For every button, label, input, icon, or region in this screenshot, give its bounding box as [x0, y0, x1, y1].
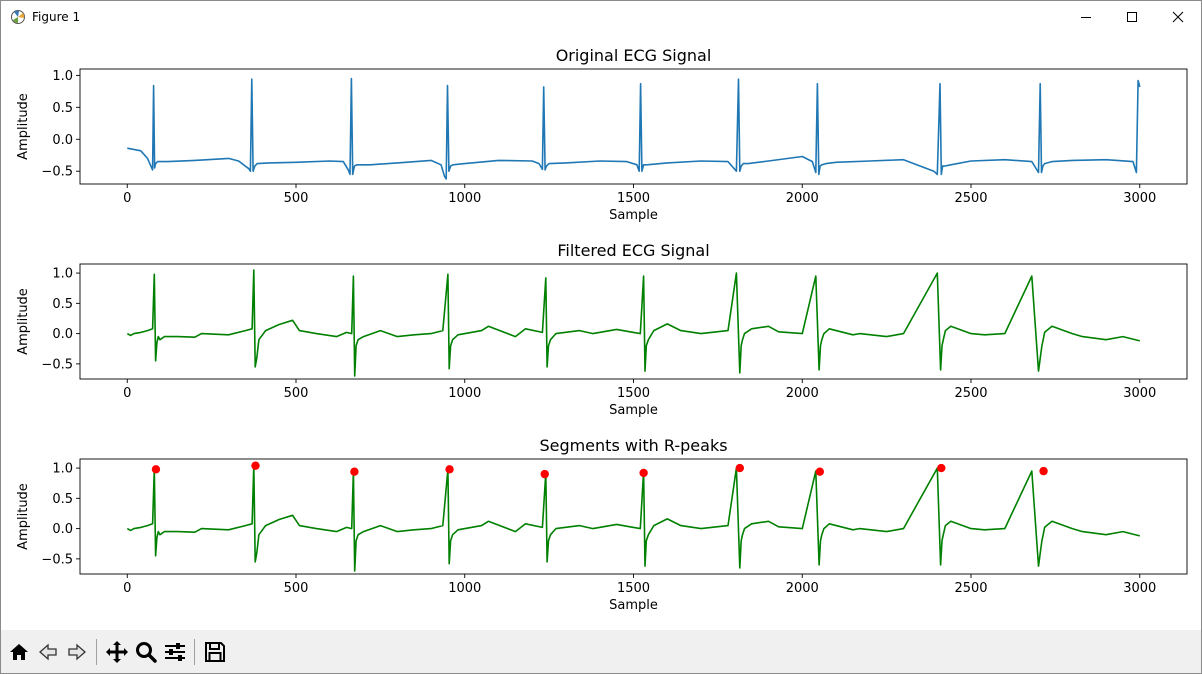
back-icon: [38, 643, 57, 660]
x-tick-label: 1000: [448, 386, 481, 401]
matplotlib-icon: [10, 9, 26, 25]
pan-button[interactable]: [103, 638, 130, 665]
subplot-title: Original ECG Signal: [556, 46, 712, 65]
x-tick-label: 2000: [786, 386, 819, 401]
y-tick-label: 0.5: [52, 297, 73, 312]
x-tick-label: 2500: [954, 191, 987, 206]
r-peak-marker: [639, 468, 648, 478]
y-axis-label: Amplitude: [16, 93, 31, 160]
close-button[interactable]: [1155, 1, 1201, 32]
r-peak-marker: [445, 465, 454, 474]
toolbar-separator: [96, 638, 97, 665]
configure-subplots-button[interactable]: [161, 638, 188, 665]
subplot-title: Segments with R-peaks: [539, 436, 727, 455]
close-icon: [1172, 11, 1184, 22]
y-tick-label: 0.5: [52, 492, 73, 507]
x-axis-label: Sample: [609, 208, 658, 223]
x-tick-label: 0: [123, 581, 131, 596]
r-peak-marker: [251, 461, 260, 470]
x-tick-label: 1500: [617, 386, 650, 401]
configure-subplots-icon: [164, 642, 185, 661]
r-peak-marker: [350, 467, 359, 476]
zoom-icon: [135, 641, 157, 663]
forward-icon: [67, 643, 86, 660]
toolbar-separator: [194, 638, 195, 665]
y-tick-label: −0.5: [41, 165, 73, 180]
x-tick-label: 2000: [786, 581, 819, 596]
figure-canvas[interactable]: Original ECG Signal 0 500 1000 1500 2000 2500 3…: [1, 32, 1201, 630]
x-axis-label: Sample: [609, 403, 658, 418]
axes-frame: [79, 263, 1188, 380]
y-tick-label: 0.0: [52, 133, 73, 148]
x-tick-label: 1000: [448, 191, 481, 206]
series-line: [126, 464, 1140, 572]
subplot-3: Segments with R-peaks 0 500 1000 1500 2000 250…: [16, 436, 1188, 613]
axes-frame: [79, 458, 1188, 575]
series-line: [126, 269, 1140, 377]
x-tick-label: 1500: [617, 581, 650, 596]
home-icon: [9, 643, 28, 660]
x-tick-label: 3000: [1123, 386, 1156, 401]
r-peak-marker: [735, 463, 745, 473]
home-button[interactable]: [5, 638, 32, 665]
minimize-button[interactable]: [1063, 1, 1109, 32]
maximize-icon: [1127, 11, 1137, 22]
y-tick-label: 0.0: [52, 327, 73, 342]
x-tick-label: 1000: [448, 581, 481, 596]
r-peak-marker: [151, 465, 161, 474]
y-axis-label: Amplitude: [16, 483, 31, 550]
x-axis-label: Sample: [609, 598, 658, 613]
r-peak-marker: [815, 467, 824, 476]
zoom-button[interactable]: [132, 638, 159, 665]
y-tick-label: 1.0: [52, 462, 73, 477]
figure-plot-area: Original ECG Signal 0 500 1000 1500 2000 2500 3…: [16, 46, 1188, 613]
x-tick-label: 2500: [954, 386, 987, 401]
save-button[interactable]: [201, 638, 228, 665]
navigation-toolbar: [1, 630, 1201, 673]
r-peak-marker: [540, 469, 549, 479]
x-tick-label: 0: [123, 191, 131, 206]
minimize-icon: [1081, 16, 1091, 18]
x-tick-label: 3000: [1123, 191, 1156, 206]
x-tick-label: 0: [123, 386, 131, 401]
title-bar: Figure 1: [1, 1, 1201, 32]
x-tick-label: 2500: [954, 581, 987, 596]
y-tick-label: 0.0: [52, 522, 73, 537]
x-tick-label: 3000: [1123, 581, 1156, 596]
x-tick-label: 2000: [786, 191, 819, 206]
subplot-2: Filtered ECG Signal 0 500 1000 1500 2000 2500 3…: [16, 241, 1188, 418]
y-tick-label: 1.0: [52, 69, 73, 84]
y-tick-label: −0.5: [41, 357, 73, 372]
subplot-title: Filtered ECG Signal: [557, 241, 709, 260]
x-tick-label: 500: [284, 386, 309, 401]
back-button[interactable]: [34, 638, 61, 665]
x-tick-label: 500: [284, 191, 309, 206]
window-title: Figure 1: [32, 9, 81, 24]
maximize-button[interactable]: [1109, 1, 1155, 32]
subplot-1: Original ECG Signal 0 500 1000 1500 2000 2500 3…: [16, 46, 1188, 223]
x-tick-label: 500: [284, 581, 309, 596]
y-tick-label: 0.5: [52, 101, 73, 116]
pan-icon: [105, 640, 128, 663]
y-tick-label: 1.0: [52, 267, 73, 282]
y-axis-label: Amplitude: [16, 288, 31, 355]
save-icon: [204, 641, 225, 662]
forward-button[interactable]: [63, 638, 90, 665]
y-tick-label: −0.5: [41, 552, 73, 567]
axes-frame: [79, 68, 1188, 185]
r-peak-marker: [1039, 466, 1048, 476]
series-line: [127, 77, 1141, 180]
x-tick-label: 1500: [617, 191, 650, 206]
r-peak-marker: [937, 463, 946, 473]
window-controls: [1063, 1, 1201, 32]
